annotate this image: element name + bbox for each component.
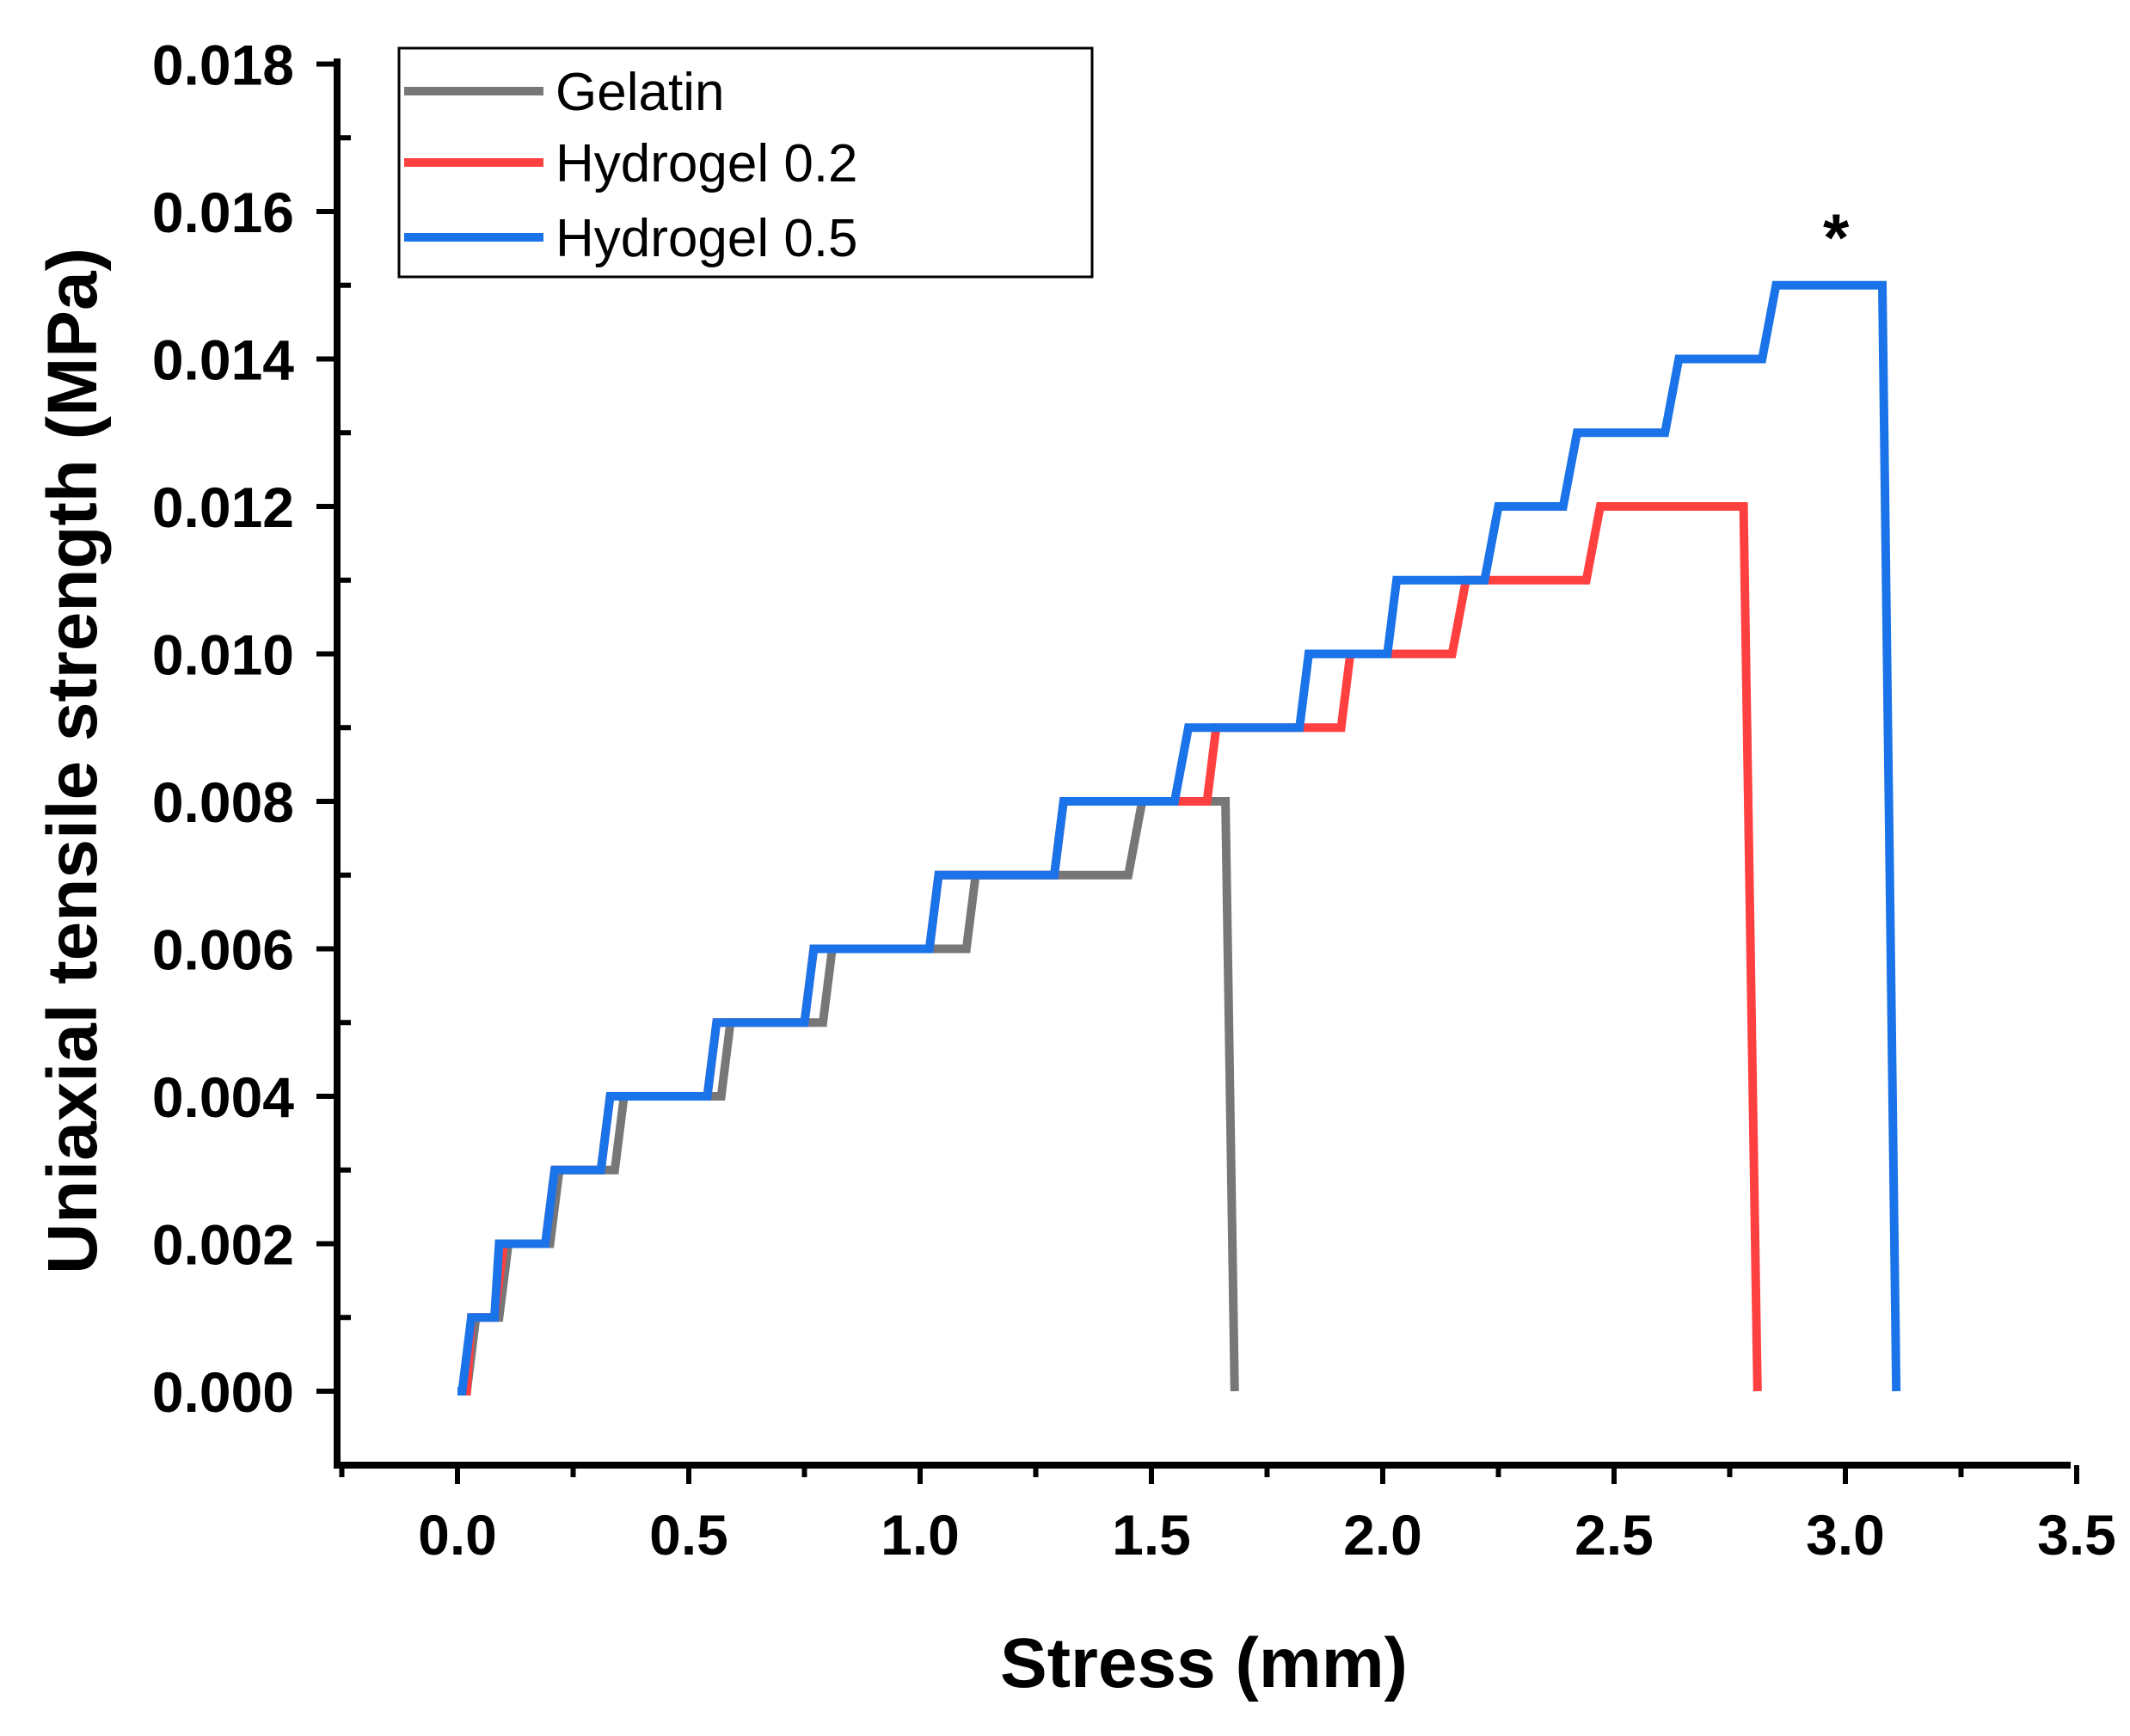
y-axis-title: Uniaxial tensile strength (MPa) — [34, 248, 112, 1274]
y-ticks-layer: 0.000 0.002 0.004 0.006 0.008 0.010 0.012 0.014… — [152, 34, 351, 1468]
y-tick-label: 0.012 — [152, 475, 294, 539]
y-tick-label: 0.014 — [152, 328, 294, 392]
y-tick-label: 0.008 — [152, 770, 294, 834]
y-tick-label: 0.006 — [152, 918, 294, 982]
x-tick-label: 0.5 — [649, 1503, 728, 1567]
significance-annotation: * — [1823, 199, 1850, 275]
series-layer — [457, 280, 1901, 1396]
y-tick-label: 0.010 — [152, 623, 294, 687]
x-axis-title: Stress (mm) — [1000, 1624, 1408, 1702]
y-tick-label: 0.002 — [152, 1213, 294, 1277]
x-tick-label: 2.0 — [1343, 1503, 1422, 1567]
x-ticks-layer: 0.0 0.5 1.0 1.5 2.0 2.5 3.0 3.5 — [339, 1465, 2116, 1567]
series-line-gelatin — [457, 797, 1239, 1396]
y-tick-label: 0.004 — [152, 1065, 294, 1129]
legend-label-hydrogel-0-2: Hydrogel 0.2 — [556, 134, 858, 193]
axes-layer — [334, 58, 2071, 1469]
series-line-hydrogel-0-5 — [457, 280, 1901, 1396]
legend-label-hydrogel-0-5: Hydrogel 0.5 — [556, 209, 858, 268]
x-tick-label: 2.5 — [1574, 1503, 1654, 1567]
x-tick-label: 0.0 — [418, 1503, 497, 1567]
y-tick-label: 0.016 — [152, 181, 294, 244]
y-tick-label: 0.000 — [152, 1360, 294, 1424]
legend: Gelatin Hydrogel 0.2 Hydrogel 0.5 — [397, 46, 1094, 279]
series-line-hydrogel-0-2 — [457, 502, 1762, 1396]
x-tick-label: 1.5 — [1112, 1503, 1191, 1567]
x-tick-label: 1.0 — [881, 1503, 960, 1567]
y-tick-label: 0.018 — [152, 34, 294, 97]
x-tick-label: 3.0 — [1806, 1503, 1885, 1567]
legend-label-gelatin: Gelatin — [556, 63, 724, 122]
x-tick-label: 3.5 — [2037, 1503, 2116, 1567]
